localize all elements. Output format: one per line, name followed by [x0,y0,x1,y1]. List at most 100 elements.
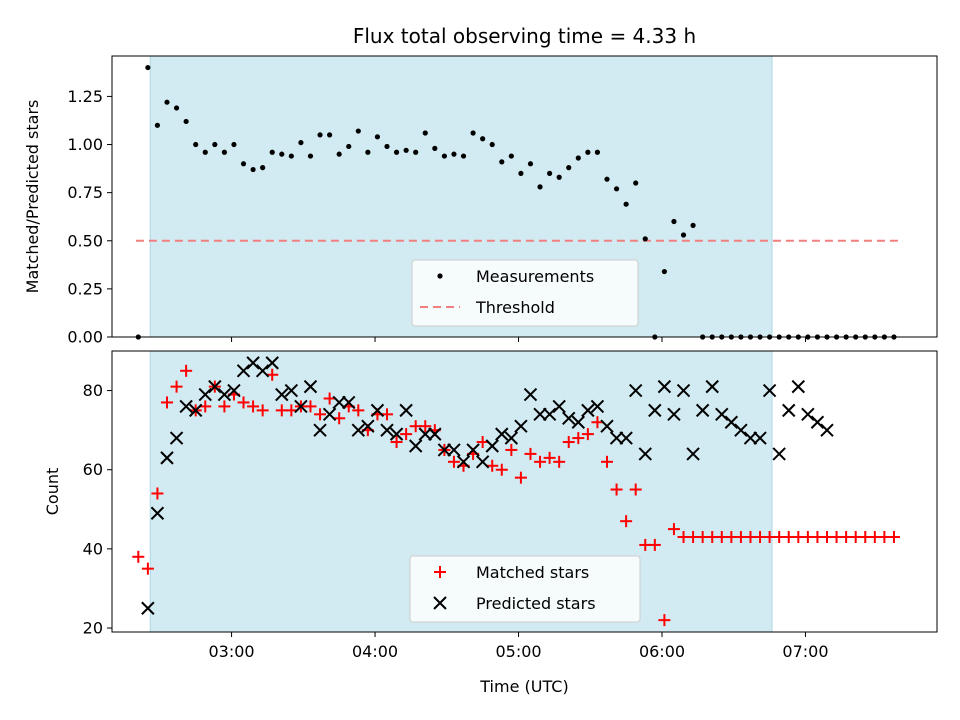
predicted-star-point [418,427,432,441]
measurement-point [393,149,400,155]
measurement-point [690,222,696,228]
bottom-x-tick-label: 05:00 [495,642,541,661]
predicted-star-point [581,403,595,418]
matched-star-point [314,408,327,421]
measurement-point [173,105,180,111]
measurement-point [680,232,687,238]
matched-star-point [256,404,269,417]
measurement-point [145,64,151,71]
matched-star-point [887,531,900,544]
top-legend-box [411,259,639,327]
matched-star-point [591,416,604,429]
measurement-point [566,165,572,171]
measurement-point [661,268,667,275]
predicted-star-point [705,379,719,394]
bottom-axes-frame [111,350,938,633]
matched-star-point [543,451,556,464]
predicted-star-point [141,601,155,615]
measurement-point [556,174,562,180]
matched-star-point [495,463,508,476]
measurement-point [623,201,629,207]
matched-star-point [572,432,585,445]
measurement-point [336,151,342,157]
top-y-tick-label: 0.00 [67,328,103,347]
matched-star-point [514,471,527,484]
predicted-star-point [150,506,165,520]
matched-star-point [390,436,403,449]
predicted-star-point [456,455,471,469]
top-y-tick-label: 1.25 [67,87,103,106]
measurement-point [508,153,514,159]
predicted-star-point [724,415,739,429]
measurement-point [441,153,447,159]
measurement-point [585,149,591,155]
top-panel: 0.00 0.25 0.50 0.75 1.00 1.25 Flux total obse… [23,24,938,347]
bottom-x-tick-label: 03:00 [209,642,255,661]
bottom-x-axis-label: Time (UTC) [479,677,568,696]
predicted-star-point [351,423,366,437]
measurement-point [269,149,275,155]
matched-star-point [170,380,183,393]
matched-star-point [381,408,393,421]
predicted-star-point [552,399,566,414]
measurement-point [365,149,371,155]
bottom-y-tick-label: 80 [83,381,103,400]
measurement-point [671,218,677,225]
measurement-point [413,149,419,155]
measurement-point [250,166,256,173]
top-legend: Measurements Threshold [411,259,639,327]
measurement-point [489,141,495,148]
bottom-y-tick-label: 60 [83,460,103,479]
top-y-axis-label: Matched/Predicted stars [23,100,42,294]
predicted-star-point [342,395,356,410]
matched-star-point [581,428,594,441]
predicted-star-point [303,379,318,394]
bottom-legend-box [409,555,641,623]
matched-star-point [620,515,633,528]
matched-star-point [505,443,518,456]
measurement-point [317,132,323,138]
measurement-point [594,149,601,155]
bottom-x-axis-ticks: 03:00 04:00 05:00 06:00 07:00 [209,632,829,661]
predicted-star-point [715,407,729,422]
predicted-star-point [686,447,700,461]
matched-star-point [266,368,279,381]
measurement-point [202,149,208,155]
measurement-point [451,151,457,157]
measurement-point [212,141,218,148]
predicted-star-point [600,419,614,433]
matched-star-point [553,455,566,468]
bottom-panel: 20 40 60 80 03:00 04:00 05:00 06:00 07:00 Time … [43,350,938,696]
matched-star-point [629,483,642,496]
measurement-point [432,145,438,151]
predicted-star-point [380,423,394,437]
measurement-point [642,236,648,242]
measurement-point [327,132,333,138]
predicted-star-point [447,443,461,457]
predicted-star-point [820,423,834,437]
measurement-point [221,149,227,155]
predicted-star-point [743,431,758,445]
legend-threshold-label: Threshold [475,298,555,317]
measurement-point [164,99,170,105]
legend-matched-label: Matched stars [476,563,589,582]
measurement-point [518,170,524,177]
measurement-point [575,155,581,161]
legend-measurements-label: Measurements [476,267,594,286]
measurement-point [183,118,189,125]
legend-matched-marker [434,566,446,578]
predicted-star-point [791,379,806,394]
measurement-point [537,184,543,190]
predicted-star-point [628,383,643,398]
bottom-count-points [132,356,900,627]
predicted-star-point [466,443,480,457]
predicted-star-point [275,387,289,402]
measurement-point [346,143,352,150]
predicted-star-point [762,383,777,398]
matched-star-point [180,364,193,377]
matched-star-point [562,436,575,449]
top-y-axis-ticks: 0.00 0.25 0.50 0.75 1.00 1.25 [67,87,112,347]
legend-predicted-label: Predicted stars [476,594,596,613]
predicted-star-point [810,415,825,429]
